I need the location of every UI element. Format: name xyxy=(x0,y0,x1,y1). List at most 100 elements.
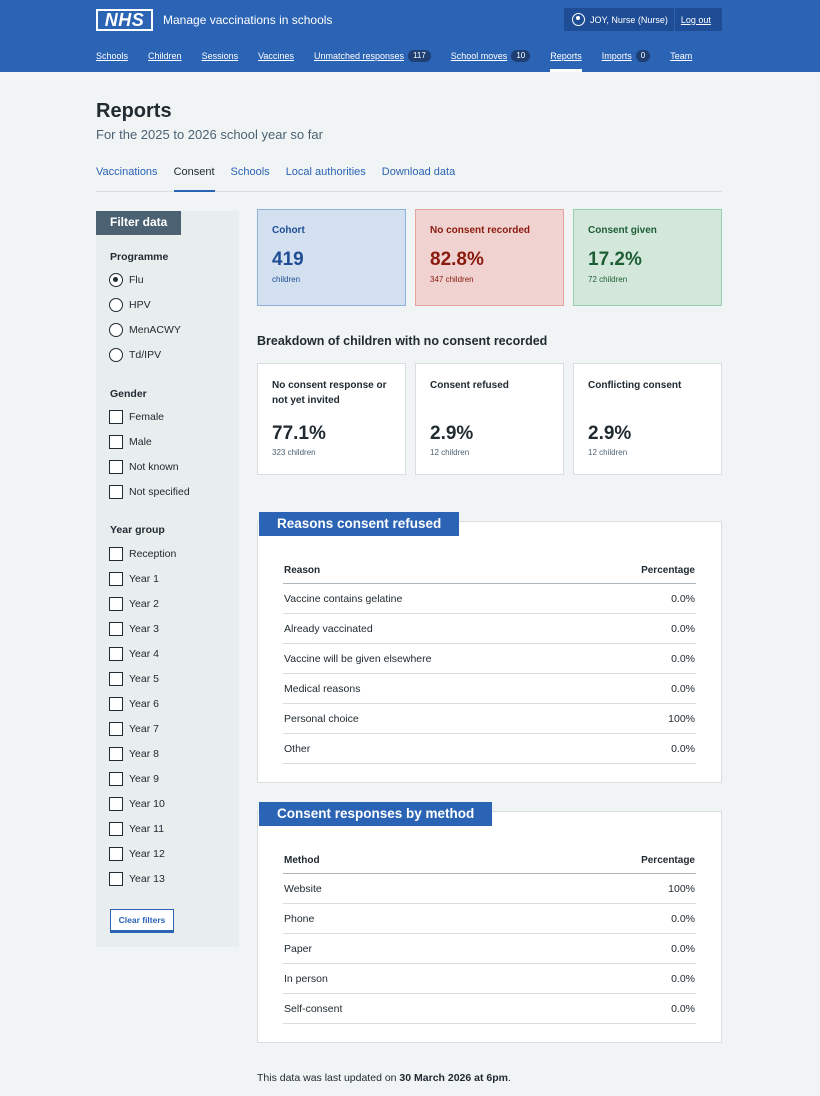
checkbox-year-6[interactable]: Year 6 xyxy=(109,697,159,711)
page-title: Reports xyxy=(96,100,172,122)
card-value: 77.1% xyxy=(272,423,326,444)
checkbox-icon[interactable] xyxy=(109,872,123,886)
radio-checked-icon[interactable] xyxy=(109,273,123,287)
table-row: Website 100% xyxy=(283,874,696,904)
checkbox-icon[interactable] xyxy=(109,772,123,786)
radio-menacwy[interactable]: MenACWY xyxy=(109,323,181,337)
card-value: 419 xyxy=(272,249,304,270)
nav-item-sessions[interactable]: Sessions xyxy=(201,51,239,61)
table-header-row: Reason Percentage xyxy=(283,558,696,584)
account-bar: JOY, Nurse (Nurse) Log out xyxy=(564,8,722,31)
reasons-table: Reason Percentage Vaccine contains gelat… xyxy=(283,558,696,764)
site-header: NHS Manage vaccinations in schools JOY, … xyxy=(0,0,820,72)
checkbox-icon[interactable] xyxy=(109,435,123,449)
filter-panel: Filter data Programme Flu HPV MenACWY Td… xyxy=(96,211,239,947)
nav-item-team[interactable]: Team xyxy=(670,51,693,61)
nav-item-school-moves[interactable]: School moves 10 xyxy=(451,46,531,66)
table-row: Medical reasons 0.0% xyxy=(283,674,696,704)
card-subtext: 323 children xyxy=(272,448,316,457)
service-name[interactable]: Manage vaccinations in schools xyxy=(163,13,333,27)
user-icon xyxy=(572,13,585,26)
primary-nav: Schools Children Sessions Vaccines Unmat… xyxy=(96,46,724,72)
checkbox-icon[interactable] xyxy=(109,847,123,861)
checkbox-icon[interactable] xyxy=(109,697,123,711)
nav-item-imports[interactable]: Imports 0 xyxy=(602,46,651,66)
checkbox-year-8[interactable]: Year 8 xyxy=(109,747,159,761)
card-value: 2.9% xyxy=(430,423,474,444)
radio-td-ipv[interactable]: Td/IPV xyxy=(109,348,161,362)
table-row: Personal choice 100% xyxy=(283,704,696,734)
checkbox-icon[interactable] xyxy=(109,822,123,836)
checkbox-female[interactable]: Female xyxy=(109,410,164,424)
card-label: Conflicting consent xyxy=(588,380,682,391)
checkbox-year-10[interactable]: Year 10 xyxy=(109,797,165,811)
tab-vaccinations[interactable]: Vaccinations xyxy=(96,166,158,178)
checkbox-icon[interactable] xyxy=(109,722,123,736)
checkbox-year-9[interactable]: Year 9 xyxy=(109,772,159,786)
cohort-card: Cohort 419 children xyxy=(257,209,406,306)
panel-heading: Reasons consent refused xyxy=(259,512,460,536)
checkbox-year-1[interactable]: Year 1 xyxy=(109,572,159,586)
checkbox-icon[interactable] xyxy=(109,647,123,661)
checkbox-year-4[interactable]: Year 4 xyxy=(109,647,159,661)
method-table: Method Percentage Website 100% Phone 0.0% … xyxy=(283,848,696,1024)
card-subtext: children xyxy=(272,275,301,284)
user-name: JOY, Nurse (Nurse) xyxy=(590,14,668,25)
conflicting-consent-card: Conflicting consent 2.9% 12 children xyxy=(573,363,722,475)
checkbox-year-13[interactable]: Year 13 xyxy=(109,872,165,886)
card-label: Cohort xyxy=(272,225,305,236)
checkbox-icon[interactable] xyxy=(109,547,123,561)
checkbox-year-2[interactable]: Year 2 xyxy=(109,597,159,611)
logout-link[interactable]: Log out xyxy=(680,14,711,25)
tab-download-data[interactable]: Download data xyxy=(381,166,456,178)
checkbox-male[interactable]: Male xyxy=(109,435,152,449)
radio-icon[interactable] xyxy=(109,298,123,312)
nav-item-schools[interactable]: Schools xyxy=(96,51,129,61)
column-header: Percentage xyxy=(641,565,695,576)
programme-heading: Programme xyxy=(110,251,169,263)
checkbox-icon[interactable] xyxy=(109,597,123,611)
consent-given-card: Consent given 17.2% 72 children xyxy=(573,209,722,306)
checkbox-icon[interactable] xyxy=(109,622,123,636)
radio-icon[interactable] xyxy=(109,323,123,337)
checkbox-year-3[interactable]: Year 3 xyxy=(109,622,159,636)
checkbox-icon[interactable] xyxy=(109,460,123,474)
checkbox-icon[interactable] xyxy=(109,410,123,424)
nav-item-reports[interactable]: Reports xyxy=(550,46,582,72)
tab-schools[interactable]: Schools xyxy=(230,166,270,178)
checkbox-icon[interactable] xyxy=(109,797,123,811)
last-updated-note: This data was last updated on 30 March 2… xyxy=(257,1072,511,1084)
table-row: Other 0.0% xyxy=(283,734,696,764)
radio-flu[interactable]: Flu xyxy=(109,273,144,287)
nhs-logo[interactable]: NHS xyxy=(96,9,153,31)
card-value: 2.9% xyxy=(588,423,632,444)
card-label: Consent refused xyxy=(430,380,509,391)
clear-filters-button[interactable]: Clear filters xyxy=(110,909,174,931)
checkbox-year-12[interactable]: Year 12 xyxy=(109,847,165,861)
nav-item-children[interactable]: Children xyxy=(148,51,182,61)
tab-local-authorities[interactable]: Local authorities xyxy=(285,166,366,178)
card-subtext: 347 children xyxy=(430,275,474,284)
radio-hpv[interactable]: HPV xyxy=(109,298,151,312)
checkbox-not-specified[interactable]: Not specified xyxy=(109,485,190,499)
checkbox-icon[interactable] xyxy=(109,485,123,499)
table-header-row: Method Percentage xyxy=(283,848,696,874)
nav-item-unmatched-responses[interactable]: Unmatched responses 117 xyxy=(314,46,431,66)
column-header: Method xyxy=(284,855,320,866)
count-badge: 117 xyxy=(408,50,431,62)
tab-consent[interactable]: Consent xyxy=(173,166,215,192)
checkbox-year-11[interactable]: Year 11 xyxy=(109,822,164,836)
nav-item-vaccines[interactable]: Vaccines xyxy=(258,51,294,61)
checkbox-year-5[interactable]: Year 5 xyxy=(109,672,159,686)
table-row: Already vaccinated 0.0% xyxy=(283,614,696,644)
checkbox-reception[interactable]: Reception xyxy=(109,547,176,561)
checkbox-icon[interactable] xyxy=(109,572,123,586)
panel-heading: Consent responses by method xyxy=(259,802,493,826)
checkbox-icon[interactable] xyxy=(109,672,123,686)
column-header: Reason xyxy=(284,565,321,576)
checkbox-not-known[interactable]: Not known xyxy=(109,460,179,474)
checkbox-year-7[interactable]: Year 7 xyxy=(109,722,159,736)
table-row: Paper 0.0% xyxy=(283,934,696,964)
checkbox-icon[interactable] xyxy=(109,747,123,761)
radio-icon[interactable] xyxy=(109,348,123,362)
